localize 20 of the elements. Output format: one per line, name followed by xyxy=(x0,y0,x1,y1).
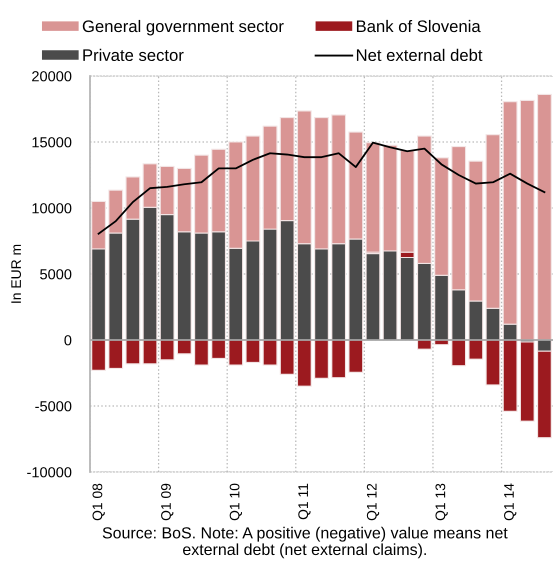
x-tick-label: Q1 09 xyxy=(161,484,174,520)
y-tick-label: -5000 xyxy=(35,401,72,412)
y-tick-label: 15000 xyxy=(32,137,72,148)
x-tick-label: Q1 12 xyxy=(366,484,380,520)
y-tick-label: 0 xyxy=(64,335,72,346)
legend-label: Private sector xyxy=(83,48,184,62)
y-tick-label: 20000 xyxy=(32,71,72,82)
y-tick-label: -10000 xyxy=(27,467,72,478)
legend-label: Net external debt xyxy=(356,48,482,62)
x-tick-label: Q1 14 xyxy=(504,484,516,520)
x-tick-label: Q1 13 xyxy=(435,484,448,520)
source-note: Source: BoS. Note: A positive (negative) value means net external debt (net external claims). xyxy=(102,526,508,558)
y-tick-label: 5000 xyxy=(40,269,72,280)
y-tick-label: 10000 xyxy=(32,203,72,214)
x-tick-label: Q1 08 xyxy=(92,484,105,520)
x-tick-label: Q1 11 xyxy=(298,484,311,520)
legend-label: Bank of Slovenia xyxy=(356,20,481,32)
x-tick-label: Q1 10 xyxy=(230,484,242,520)
legend-label: General government sector xyxy=(82,20,284,36)
y-axis-title: In EUR m xyxy=(11,244,22,303)
